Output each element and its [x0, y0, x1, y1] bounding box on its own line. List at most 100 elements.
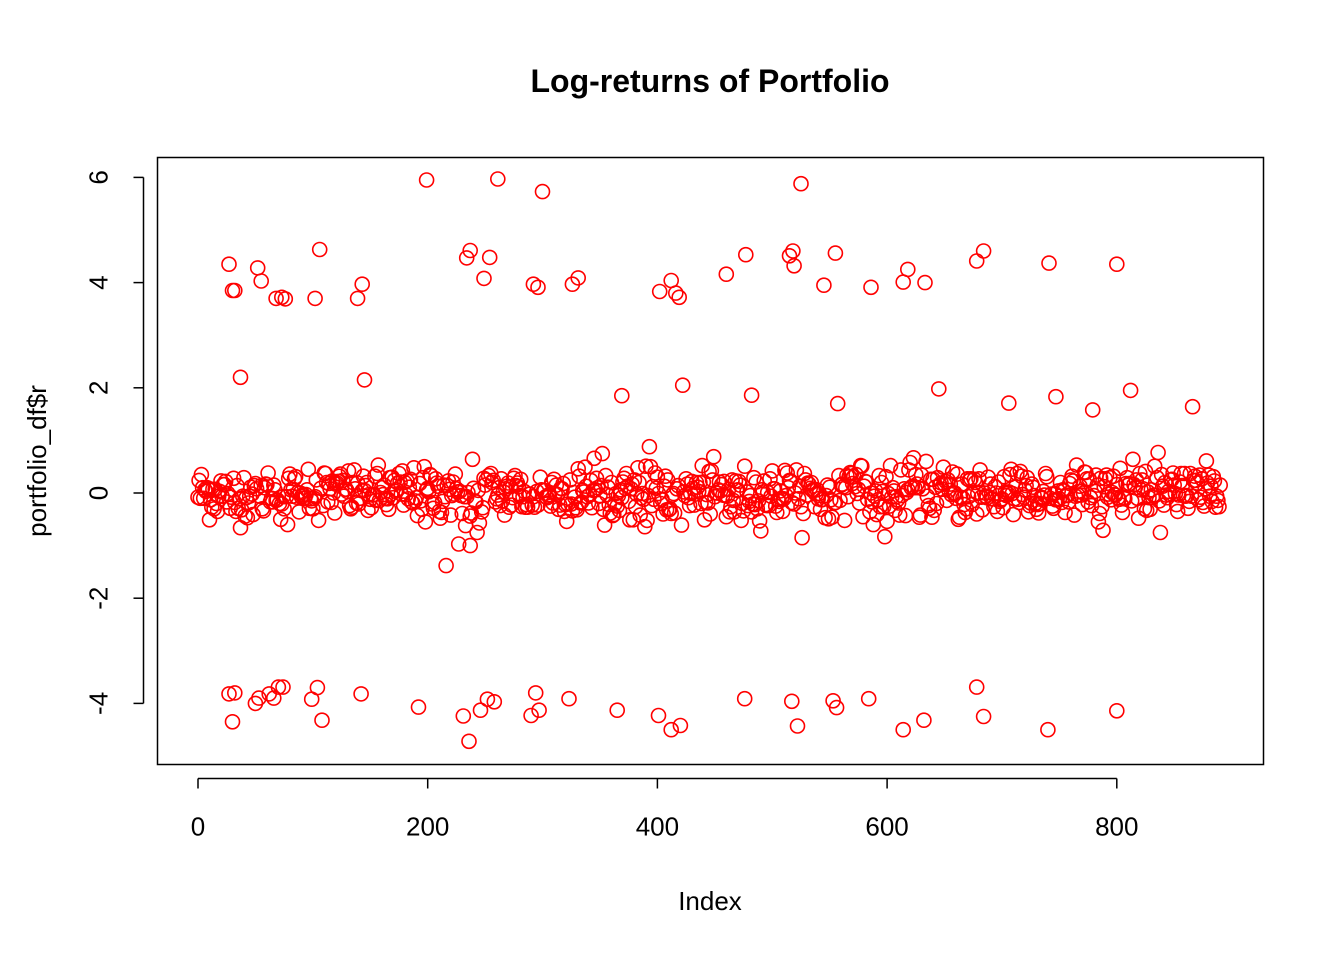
x-tick-label: 600 — [865, 812, 908, 842]
data-point — [786, 257, 802, 274]
x-tick-label: 200 — [406, 812, 449, 842]
data-point — [1169, 503, 1186, 520]
data-point — [464, 451, 481, 468]
data-point — [344, 499, 360, 516]
data-point — [1180, 500, 1196, 517]
data-point — [1018, 477, 1034, 494]
data-point — [277, 291, 294, 307]
data-point — [783, 693, 800, 710]
data-point — [432, 510, 449, 527]
data-point — [217, 473, 234, 490]
data-point — [879, 513, 895, 530]
data-point — [1084, 402, 1101, 418]
data-point — [577, 459, 593, 476]
data-point — [774, 503, 791, 520]
data-point — [895, 721, 912, 738]
data-point — [410, 699, 427, 715]
y-tick-label: 2 — [84, 381, 114, 395]
data-point — [486, 693, 503, 710]
data-points — [190, 171, 1228, 750]
data-point — [554, 480, 570, 497]
data-point — [462, 242, 479, 259]
data-point — [245, 506, 261, 523]
data-point — [831, 467, 847, 484]
data-point — [876, 528, 893, 545]
data-point — [367, 468, 383, 485]
data-point — [221, 256, 237, 273]
data-point — [878, 468, 894, 485]
data-point — [621, 511, 638, 528]
data-point — [788, 462, 805, 478]
data-point — [276, 500, 292, 517]
data-point — [570, 460, 587, 477]
data-point — [474, 499, 491, 516]
data-point — [836, 512, 853, 529]
data-point — [315, 497, 332, 514]
data-point — [736, 458, 753, 475]
data-point — [438, 557, 454, 574]
data-point — [526, 499, 543, 516]
data-point — [790, 490, 807, 507]
data-point — [812, 501, 829, 518]
data-point — [259, 476, 275, 493]
data-point — [248, 480, 265, 497]
data-point — [917, 274, 933, 291]
data-point — [1000, 395, 1017, 411]
data-point — [789, 718, 806, 734]
data-point — [523, 707, 539, 724]
data-point — [702, 506, 719, 522]
data-point — [1142, 501, 1158, 518]
data-point — [1122, 382, 1139, 399]
data-point — [479, 691, 496, 708]
data-point — [816, 277, 832, 294]
data-point — [794, 529, 810, 546]
data-point — [1048, 388, 1064, 405]
data-point — [462, 537, 479, 554]
data-point — [733, 512, 750, 529]
data-point — [928, 495, 945, 512]
data-point — [418, 172, 435, 188]
plot-frame — [156, 156, 1265, 766]
data-point — [651, 283, 668, 300]
data-point — [949, 466, 966, 482]
data-point — [1091, 505, 1108, 522]
data-point — [442, 507, 459, 523]
data-point — [454, 505, 471, 522]
data-point — [718, 508, 735, 525]
data-point — [743, 387, 760, 404]
data-point — [804, 482, 821, 499]
data-point — [737, 246, 754, 263]
data-point — [481, 249, 498, 266]
data-point — [1136, 500, 1153, 517]
data-point — [895, 274, 912, 290]
data-point — [524, 497, 541, 513]
data-point — [400, 490, 417, 507]
data-point — [882, 457, 899, 474]
data-point — [611, 502, 628, 519]
data-point — [863, 279, 879, 296]
data-point — [705, 448, 722, 465]
data-point — [763, 488, 779, 505]
data-point — [1198, 453, 1215, 469]
y-axis: -4 -2 0 2 4 6 — [84, 170, 145, 715]
data-point — [232, 369, 249, 386]
data-point — [1040, 721, 1056, 738]
data-point — [1090, 514, 1107, 530]
data-point — [860, 690, 877, 707]
data-point — [501, 499, 518, 516]
data-point — [194, 479, 211, 496]
x-tick-label: 400 — [636, 812, 679, 842]
data-point — [360, 502, 376, 519]
data-point — [1109, 256, 1125, 273]
data-point — [872, 498, 889, 515]
x-axis: 0 200 400 600 800 — [191, 777, 1138, 842]
data-point — [402, 471, 419, 488]
data-point — [370, 457, 387, 473]
data-point — [300, 461, 317, 478]
data-point — [865, 516, 882, 533]
data-point — [725, 492, 742, 509]
data-point — [392, 474, 408, 490]
data-point — [227, 685, 243, 701]
data-point — [249, 260, 266, 276]
data-point — [251, 690, 267, 706]
